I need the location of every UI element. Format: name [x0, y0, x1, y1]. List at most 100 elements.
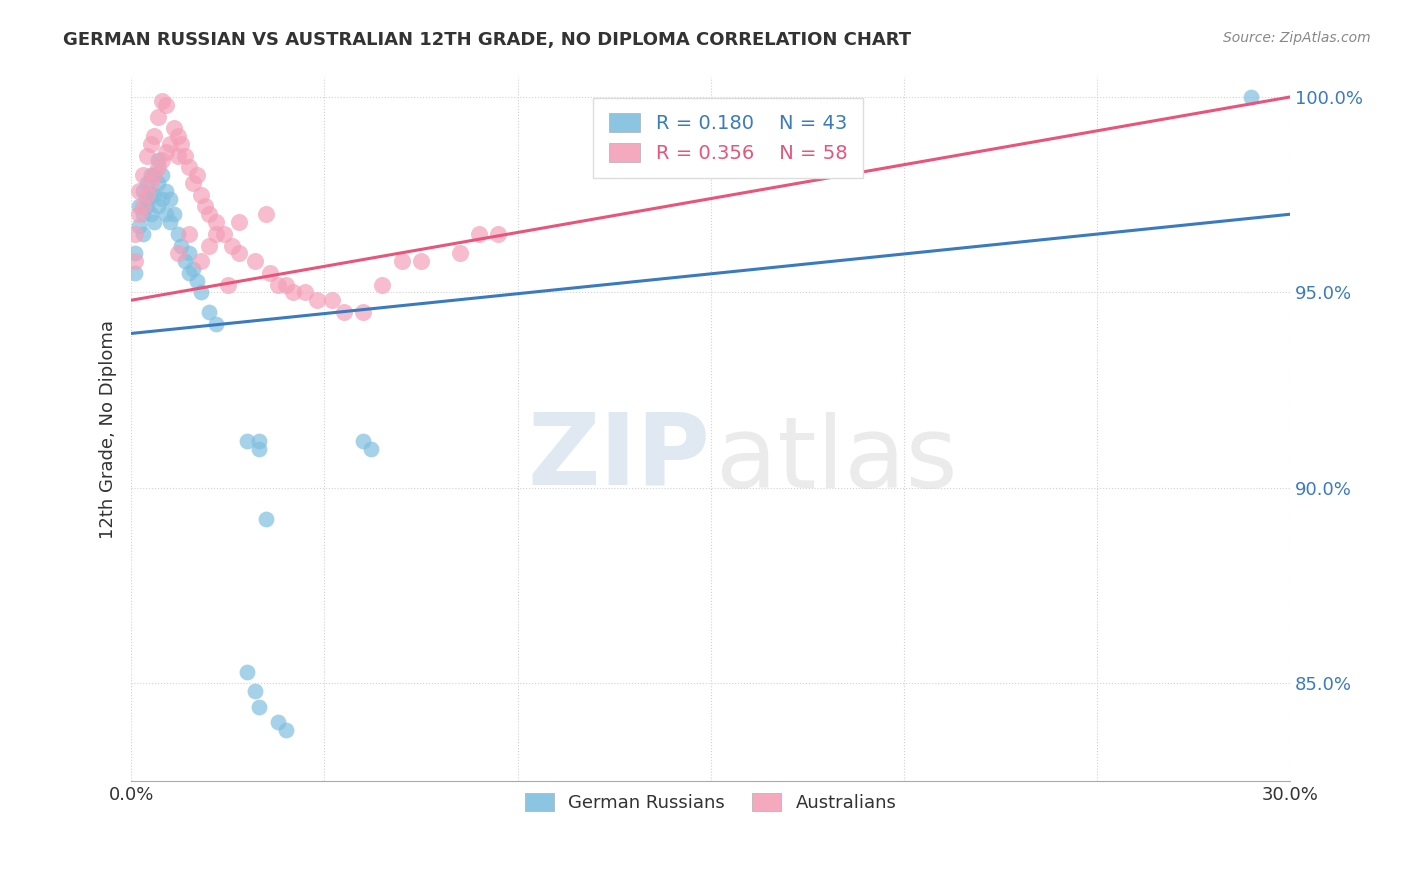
Point	[163, 121, 186, 136]
Point	[236, 665, 259, 679]
Point	[148, 153, 170, 167]
Point	[143, 168, 166, 182]
Point	[143, 129, 166, 144]
Point	[205, 215, 228, 229]
Point	[321, 293, 343, 308]
Point	[132, 184, 155, 198]
Point	[132, 207, 155, 221]
Point	[155, 207, 177, 221]
Point	[360, 442, 382, 456]
Point	[217, 277, 239, 292]
Point	[174, 148, 197, 162]
Point	[468, 227, 491, 241]
Point	[132, 168, 155, 182]
Point	[194, 199, 217, 213]
Point	[352, 305, 374, 319]
Point	[128, 199, 150, 213]
Point	[221, 238, 243, 252]
Point	[155, 184, 177, 198]
Point	[274, 723, 297, 738]
Point	[205, 227, 228, 241]
Point	[170, 136, 193, 151]
Point	[332, 305, 354, 319]
Point	[236, 434, 259, 448]
Point	[124, 254, 146, 268]
Point	[128, 184, 150, 198]
Point	[139, 176, 162, 190]
Point	[256, 512, 278, 526]
Point	[148, 176, 170, 190]
Point	[143, 215, 166, 229]
Point	[155, 145, 177, 159]
Point	[128, 219, 150, 233]
Point	[166, 246, 188, 260]
Point	[139, 136, 162, 151]
Point	[163, 207, 186, 221]
Point	[190, 254, 212, 268]
Point	[190, 285, 212, 300]
Point	[243, 684, 266, 698]
Point	[139, 187, 162, 202]
Point	[135, 176, 157, 190]
Point	[135, 192, 157, 206]
Point	[186, 168, 208, 182]
Point	[166, 129, 188, 144]
Point	[305, 293, 328, 308]
Point	[174, 254, 197, 268]
Point	[148, 199, 170, 213]
Point	[179, 227, 201, 241]
Point	[449, 246, 471, 260]
Point	[155, 97, 177, 112]
Point	[283, 285, 305, 300]
Point	[259, 266, 281, 280]
Point	[256, 207, 278, 221]
Point	[197, 305, 219, 319]
Point	[267, 277, 290, 292]
Point	[124, 246, 146, 260]
Point	[247, 442, 270, 456]
Text: GERMAN RUSSIAN VS AUSTRALIAN 12TH GRADE, NO DIPLOMA CORRELATION CHART: GERMAN RUSSIAN VS AUSTRALIAN 12TH GRADE,…	[63, 31, 911, 49]
Point	[274, 277, 297, 292]
Point	[132, 199, 155, 213]
Point	[228, 215, 250, 229]
Point	[150, 153, 173, 167]
Point	[148, 161, 170, 175]
Point	[124, 227, 146, 241]
Point	[139, 207, 162, 221]
Point	[170, 238, 193, 252]
Point	[150, 94, 173, 108]
Point	[179, 161, 201, 175]
Point	[205, 317, 228, 331]
Point	[159, 192, 181, 206]
Point	[1240, 90, 1263, 104]
Point	[135, 187, 157, 202]
Point	[294, 285, 316, 300]
Point	[181, 176, 204, 190]
Point	[409, 254, 432, 268]
Point	[486, 227, 509, 241]
Point	[166, 227, 188, 241]
Point	[159, 215, 181, 229]
Point	[139, 168, 162, 182]
Point	[132, 227, 155, 241]
Point	[228, 246, 250, 260]
Legend: German Russians, Australians: German Russians, Australians	[512, 780, 908, 825]
Point	[371, 277, 394, 292]
Point	[150, 192, 173, 206]
Point	[352, 434, 374, 448]
Point	[150, 168, 173, 182]
Text: ZIP: ZIP	[527, 409, 710, 506]
Point	[135, 148, 157, 162]
Point	[247, 699, 270, 714]
Text: atlas: atlas	[717, 412, 957, 509]
Point	[267, 715, 290, 730]
Point	[135, 199, 157, 213]
Point	[143, 168, 166, 182]
Point	[181, 262, 204, 277]
Point	[166, 148, 188, 162]
Point	[179, 246, 201, 260]
Point	[179, 266, 201, 280]
Point	[247, 434, 270, 448]
Point	[124, 266, 146, 280]
Point	[159, 136, 181, 151]
